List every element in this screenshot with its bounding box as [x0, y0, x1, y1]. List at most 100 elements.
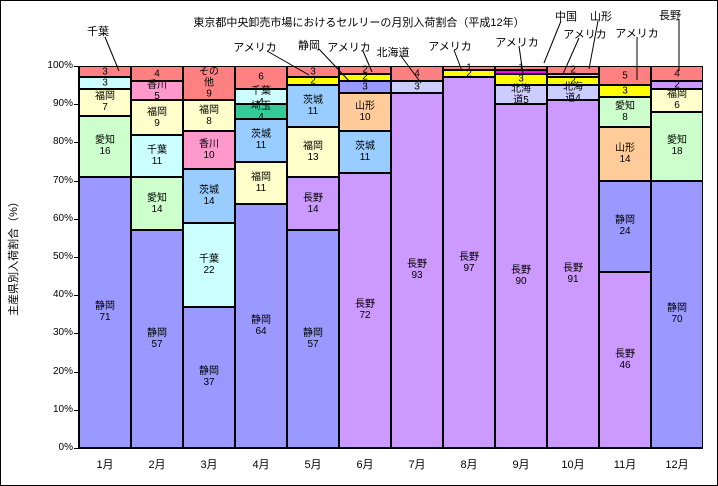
- bar-3月: 静岡 37 千葉 22 茨城 14 香川 10 福岡 8 その他 9: [183, 66, 235, 448]
- chart-title: 東京都中央卸売市場におけるセルリーの月別入荷割合（平成12年）: [193, 17, 525, 29]
- segment-label: 長野 97: [459, 251, 479, 274]
- segment-10月-アメリカ: 2: [547, 75, 599, 87]
- segment-label: 6: [258, 71, 264, 83]
- segment-7月-長野: 長野 93: [391, 92, 443, 448]
- annotation-中国-7: 中国: [555, 11, 577, 23]
- segment-label: 2: [570, 75, 576, 87]
- y-tick-label-20%: 20%: [52, 365, 73, 377]
- segment-label: 福岡6: [667, 89, 687, 112]
- segment-3月-その他: その他 9: [183, 66, 235, 101]
- segment-10月-長野: 長野 91: [547, 100, 599, 448]
- segment-4月-埼玉: 埼玉4: [235, 101, 287, 123]
- segment-8月-その他: 1: [443, 62, 495, 73]
- segment-label: 北海道4: [563, 81, 583, 104]
- annotation-アメリカ-5: アメリカ: [428, 41, 472, 53]
- segment-label: 4: [414, 68, 420, 80]
- bar-7月: 長野 93 3 4: [391, 66, 443, 448]
- segment-label: 2: [362, 64, 368, 76]
- segment-label: 4: [154, 68, 160, 80]
- segment-label: 愛知 16: [95, 135, 115, 158]
- segment-10月-その他: 2: [547, 64, 599, 76]
- segment-12月-福岡: 福岡6: [651, 88, 703, 112]
- segment-10月-北海道: 北海道4: [547, 82, 599, 104]
- y-tick-mark: [74, 333, 79, 335]
- y-tick-mark: [74, 142, 79, 144]
- segment-12月-長野: 2: [651, 80, 703, 91]
- segment-label: 香川5: [147, 79, 167, 102]
- x-tick-label-9月: 9月: [512, 459, 530, 471]
- x-axis-line: [74, 448, 703, 449]
- y-tick-label-30%: 30%: [52, 327, 73, 339]
- segment-label: 2: [570, 64, 576, 76]
- segment-label: 静岡 64: [251, 314, 271, 337]
- x-tick-label-1月: 1月: [96, 459, 114, 471]
- y-tick-mark: [74, 257, 79, 258]
- segment-9月-北海道: 北海道5: [495, 83, 547, 106]
- bar-8月: 長野 97 2 1: [443, 62, 495, 448]
- segment-label: 茨城 14: [199, 184, 219, 207]
- y-tick-label-80%: 80%: [52, 136, 73, 148]
- segment-1月-その他: 3: [79, 66, 131, 78]
- segment-label: 愛知 14: [147, 192, 167, 215]
- segment-9月-長野: 長野 90: [495, 104, 547, 448]
- segment-4月-茨城: 茨城 11: [235, 119, 287, 162]
- x-tick-label-11月: 11月: [613, 459, 637, 471]
- y-tick-mark: [74, 66, 79, 67]
- segment-label: 2: [310, 75, 316, 87]
- y-tick-mark: [74, 104, 79, 106]
- segment-label: 北海道5: [511, 83, 531, 106]
- segment-label: 2: [362, 71, 368, 83]
- segment-3月-千葉: 千葉 22: [183, 222, 235, 307]
- segment-label: その他 9: [199, 66, 219, 100]
- segment-9月-アメリカ: 3: [495, 73, 547, 86]
- segment-label: 長野 93: [407, 259, 427, 282]
- x-tick-label-4月: 4月: [252, 459, 270, 471]
- annotation-長野-11: 長野: [659, 10, 681, 22]
- segment-2月-香川: 香川5: [131, 79, 183, 102]
- bar-10月: 長野 91 北海道4 2 2: [547, 64, 599, 448]
- segment-6月-茨城: 茨城 11: [339, 130, 391, 173]
- segment-4月-静岡: 静岡 64: [235, 203, 287, 448]
- y-axis-line: [78, 66, 79, 448]
- segment-label: 山形 10: [355, 100, 375, 123]
- plot-area: 静岡 71 愛知 16 福岡7 3 3 静岡 57 愛知 14 千葉 11 福岡 9 香川5 4 静岡…: [79, 62, 703, 448]
- y-tick-label-40%: 40%: [52, 289, 73, 301]
- segment-7月-その他: 4: [391, 66, 443, 82]
- segment-label: 3: [310, 66, 316, 78]
- segment-11月-その他: 5: [599, 66, 651, 86]
- segment-label: 1: [466, 62, 472, 74]
- segment-5月-福岡: 福岡 13: [287, 127, 339, 177]
- segment-label: 3: [622, 85, 628, 97]
- y-tick-mark: [74, 218, 79, 220]
- segment-label: 長野 90: [511, 265, 531, 288]
- bar-5月: 静岡 57 長野 14 福岡 13 茨城 11 2 3: [287, 66, 339, 448]
- segment-11月-アメリカ: 3: [599, 85, 651, 97]
- y-tick-label-50%: 50%: [52, 251, 73, 262]
- segment-5月-長野: 長野 14: [287, 176, 339, 231]
- y-tick-mark: [74, 409, 79, 411]
- segment-label: 2: [466, 68, 472, 80]
- annotation-アメリカ-1: アメリカ: [233, 42, 277, 54]
- segment-5月-その他: 3: [287, 66, 339, 78]
- x-tick-label-5月: 5月: [304, 459, 322, 471]
- segment-label: 千葉4: [251, 85, 271, 108]
- segment-label: 福岡 11: [251, 171, 271, 194]
- segment-label: 長野 72: [355, 299, 375, 322]
- segment-label: 香川 10: [199, 139, 219, 162]
- segment-label: 山形 14: [615, 142, 635, 165]
- segment-label: 千葉 11: [147, 144, 167, 167]
- x-tick-label-12月: 12月: [665, 459, 689, 471]
- segment-label: 愛知 8: [615, 100, 635, 123]
- y-tick-mark: [74, 180, 79, 182]
- segment-2月-愛知: 愛知 14: [131, 176, 183, 231]
- x-tick-label-7月: 7月: [408, 459, 426, 471]
- segment-5月-静岡: 静岡 57: [287, 230, 339, 448]
- y-tick-label-70%: 70%: [52, 174, 73, 186]
- x-tick-label-8月: 8月: [460, 459, 478, 471]
- bar-4月: 静岡 64 福岡 11 茨城 11 埼玉4 千葉4 6: [235, 66, 287, 448]
- segment-2月-千葉: 千葉 11: [131, 134, 183, 177]
- x-tick-label-3月: 3月: [200, 459, 218, 471]
- annotation-アメリカ-10: アメリカ: [615, 28, 659, 40]
- segment-label: 長野 14: [303, 192, 323, 215]
